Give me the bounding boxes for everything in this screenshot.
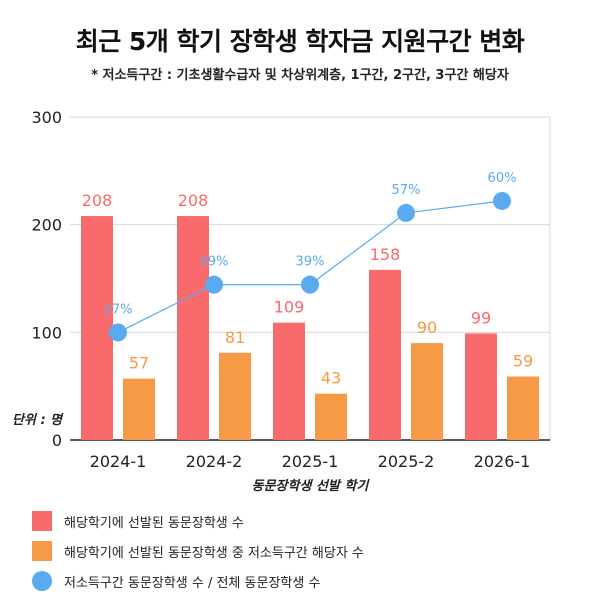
bar-value-label: 99 xyxy=(471,308,491,327)
bar xyxy=(273,322,305,440)
bar xyxy=(177,216,209,440)
y-tick-label: 300 xyxy=(31,108,62,127)
legend-swatch-dot-blue xyxy=(32,571,52,591)
bar xyxy=(411,343,443,440)
x-tick-label: 2024-1 xyxy=(90,452,147,471)
legend-label: 해당학기에 선발된 동문장학생 중 저소득구간 해당자 수 xyxy=(64,545,364,561)
bar xyxy=(123,378,155,440)
bar xyxy=(465,333,497,440)
bar-value-label: 208 xyxy=(178,191,209,210)
bar-value-label: 109 xyxy=(274,298,305,317)
bar-value-label: 43 xyxy=(321,369,341,388)
ratio-point xyxy=(205,275,223,294)
ratio-label: 27% xyxy=(104,302,133,317)
legend-item-low-income-ratio: 저소득구간 동문장학생 수 / 전체 동문장학생 수 xyxy=(32,566,364,596)
x-tick-label: 2026-1 xyxy=(474,452,531,471)
ratio-point xyxy=(301,275,319,294)
ratio-point xyxy=(397,203,415,222)
bar-value-label: 57 xyxy=(129,354,149,373)
ratio-point xyxy=(109,323,127,342)
x-tick-label: 2024-2 xyxy=(186,452,243,471)
chart-subtitle: * 저소득구간 : 기초생활수급자 및 차상위계층, 1구간, 2구간, 3구간… xyxy=(91,68,509,83)
y-tick-label: 0 xyxy=(52,431,62,450)
bar-value-label: 208 xyxy=(82,191,113,210)
legend-swatch-bar-red xyxy=(32,511,52,531)
legend: 해당학기에 선발된 동문장학생 수 해당학기에 선발된 동문장학생 중 저소득구… xyxy=(32,506,364,596)
bar xyxy=(315,393,347,440)
ratio-label: 39% xyxy=(200,255,229,270)
bar xyxy=(219,352,251,440)
ratio-point xyxy=(493,191,511,210)
bar xyxy=(81,216,113,440)
bar-value-label: 158 xyxy=(370,245,401,264)
y-axis-unit-label: 단위 : 명 xyxy=(12,412,64,428)
legend-label: 해당학기에 선발된 동문장학생 수 xyxy=(64,515,244,531)
bar-value-label: 59 xyxy=(513,351,533,370)
y-tick-label: 100 xyxy=(31,323,62,342)
ratio-label: 57% xyxy=(392,183,421,198)
ratio-label: 39% xyxy=(296,255,325,270)
x-tick-label: 2025-1 xyxy=(282,452,339,471)
bar xyxy=(507,376,539,440)
y-tick-label: 200 xyxy=(31,216,62,235)
bar-value-label: 81 xyxy=(225,328,245,347)
x-axis-title: 동문장학생 선발 학기 xyxy=(252,478,371,494)
x-tick-label: 2025-2 xyxy=(378,452,435,471)
legend-label: 저소득구간 동문장학생 수 / 전체 동문장학생 수 xyxy=(64,575,321,591)
bar xyxy=(369,269,401,440)
ratio-label: 60% xyxy=(488,171,517,186)
legend-item-selected-students: 해당학기에 선발된 동문장학생 수 xyxy=(32,506,364,536)
legend-item-low-income-students: 해당학기에 선발된 동문장학생 중 저소득구간 해당자 수 xyxy=(32,536,364,566)
bar-value-label: 90 xyxy=(417,318,437,337)
legend-swatch-bar-orange xyxy=(32,541,52,561)
chart-title: 최근 5개 학기 장학생 학자금 지원구간 변화 xyxy=(75,27,525,56)
